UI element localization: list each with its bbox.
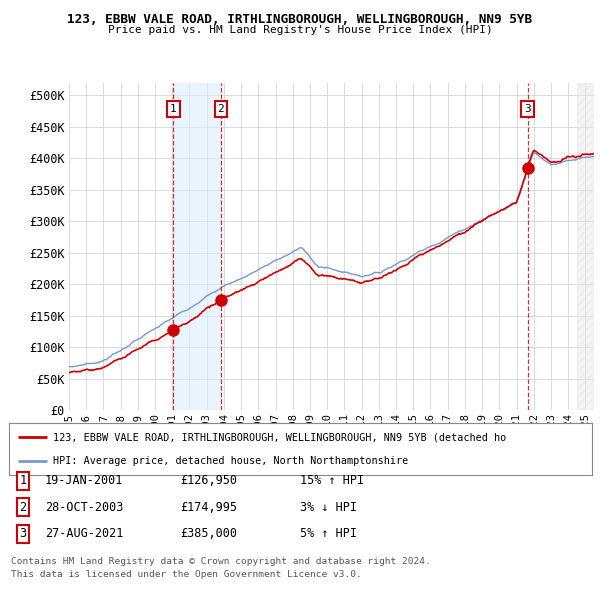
Text: 1: 1 bbox=[170, 104, 176, 114]
Text: £174,995: £174,995 bbox=[180, 501, 237, 514]
Text: Price paid vs. HM Land Registry's House Price Index (HPI): Price paid vs. HM Land Registry's House … bbox=[107, 25, 493, 35]
Text: This data is licensed under the Open Government Licence v3.0.: This data is licensed under the Open Gov… bbox=[11, 571, 362, 579]
Bar bbox=[577, 83, 594, 410]
Text: £126,950: £126,950 bbox=[180, 474, 237, 487]
Text: 5% ↑ HPI: 5% ↑ HPI bbox=[300, 527, 357, 540]
Text: 1: 1 bbox=[19, 474, 26, 487]
Text: 15% ↑ HPI: 15% ↑ HPI bbox=[300, 474, 364, 487]
Text: Contains HM Land Registry data © Crown copyright and database right 2024.: Contains HM Land Registry data © Crown c… bbox=[11, 558, 431, 566]
Text: 2: 2 bbox=[19, 501, 26, 514]
Text: 28-OCT-2003: 28-OCT-2003 bbox=[45, 501, 124, 514]
Text: 19-JAN-2001: 19-JAN-2001 bbox=[45, 474, 124, 487]
Text: 27-AUG-2021: 27-AUG-2021 bbox=[45, 527, 124, 540]
Text: 123, EBBW VALE ROAD, IRTHLINGBOROUGH, WELLINGBOROUGH, NN9 5YB (detached ho: 123, EBBW VALE ROAD, IRTHLINGBOROUGH, WE… bbox=[53, 432, 506, 442]
Text: 3% ↓ HPI: 3% ↓ HPI bbox=[300, 501, 357, 514]
Text: 3: 3 bbox=[19, 527, 26, 540]
Text: £385,000: £385,000 bbox=[180, 527, 237, 540]
Text: 2: 2 bbox=[218, 104, 224, 114]
Text: 3: 3 bbox=[524, 104, 531, 114]
Text: HPI: Average price, detached house, North Northamptonshire: HPI: Average price, detached house, Nort… bbox=[53, 456, 408, 466]
Text: 123, EBBW VALE ROAD, IRTHLINGBOROUGH, WELLINGBOROUGH, NN9 5YB: 123, EBBW VALE ROAD, IRTHLINGBOROUGH, WE… bbox=[67, 13, 533, 26]
Bar bbox=[173, 83, 221, 410]
